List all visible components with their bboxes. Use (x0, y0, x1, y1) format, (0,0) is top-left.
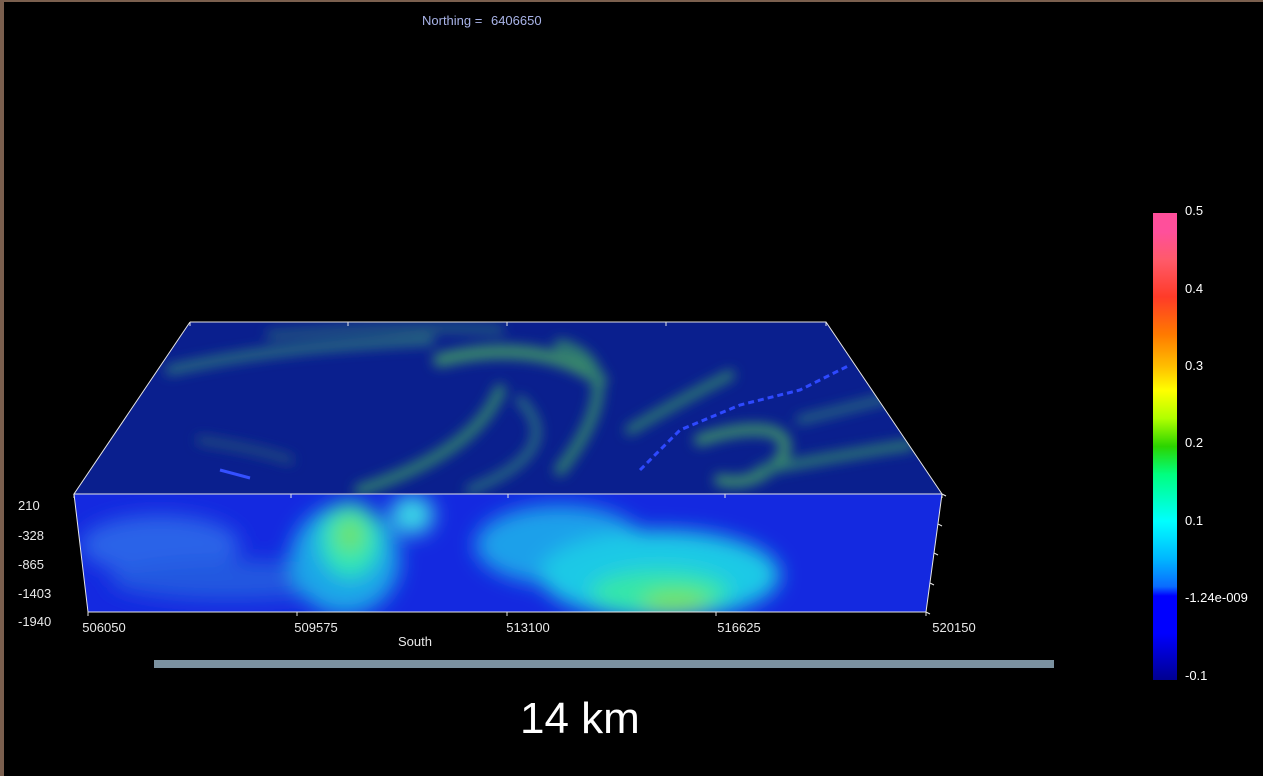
depth-tick-label: 210 (18, 498, 40, 513)
direction-label: South (398, 634, 432, 649)
axis-ticks (73, 322, 947, 616)
easting-tick-label: 520150 (932, 620, 976, 635)
colorbar-label: 0.1 (1185, 513, 1204, 528)
northing-title: Northing = 6406650 (422, 13, 547, 28)
scale-bar (154, 660, 1054, 668)
colorbar-label: 0.4 (1185, 281, 1204, 296)
scale-bar-label: 14 km (520, 694, 640, 743)
easting-tick-label: 513100 (506, 620, 550, 635)
easting-tick-label: 509575 (294, 620, 338, 635)
colorbar-label: -0.1 (1185, 668, 1208, 683)
color-scale-bar (1153, 213, 1177, 680)
depth-tick-label: -1403 (18, 586, 52, 601)
depth-tick-label: -1940 (18, 614, 52, 629)
depth-tick-label: -865 (18, 557, 45, 572)
northing-value: 6406650 (490, 13, 542, 28)
colorbar-label: 0.5 (1185, 203, 1204, 218)
section-anomalies (80, 495, 780, 612)
northing-label: Northing = (422, 13, 483, 28)
top-face-anomalies (165, 323, 915, 494)
block-top-face (74, 322, 942, 494)
colorbar-label: -1.24e-009 (1185, 590, 1248, 605)
depth-tick-label: -328 (18, 528, 45, 543)
colorbar-label: 0.3 (1185, 358, 1204, 373)
easting-tick-label: 516625 (717, 620, 761, 635)
colorbar-label: 0.2 (1185, 435, 1204, 450)
easting-tick-label: 506050 (82, 620, 126, 635)
